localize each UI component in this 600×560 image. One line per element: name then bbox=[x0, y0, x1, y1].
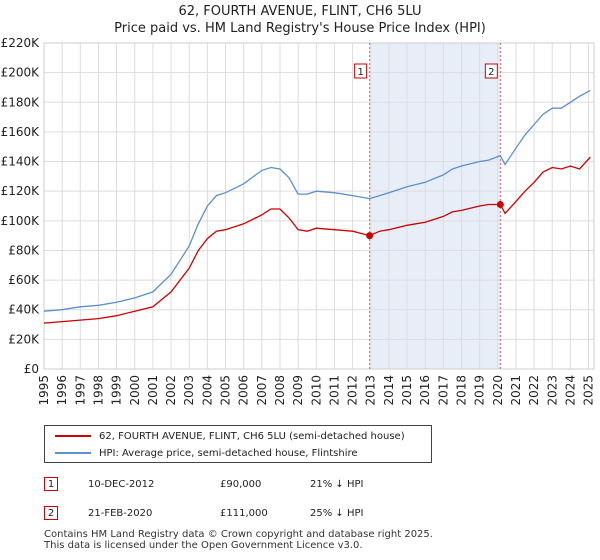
sale-point bbox=[366, 232, 374, 240]
x-tick-label: 2020 bbox=[491, 375, 505, 406]
x-tick-label: 2016 bbox=[418, 375, 432, 406]
x-tick-label: 1998 bbox=[91, 375, 105, 406]
x-tick-label: 2008 bbox=[273, 375, 287, 406]
transaction-date: 10-DEC-2012 bbox=[88, 478, 155, 490]
transaction-badge: 1 bbox=[44, 477, 58, 491]
y-tick-label: £40K bbox=[8, 303, 40, 317]
transaction-price: £90,000 bbox=[220, 478, 262, 490]
marker-label: 1 bbox=[357, 67, 363, 78]
sale-point bbox=[496, 201, 504, 209]
hpi-series-line bbox=[43, 89, 591, 312]
x-tick-label: 2012 bbox=[346, 375, 360, 406]
y-tick-label: £200K bbox=[1, 66, 41, 80]
footer-copyright: Contains HM Land Registry data © Crown c… bbox=[44, 529, 433, 540]
x-tick-label: 2001 bbox=[146, 375, 160, 406]
property-series-line bbox=[43, 156, 591, 324]
y-tick-label: £80K bbox=[8, 243, 40, 257]
x-tick-label: 2022 bbox=[527, 375, 541, 406]
x-tick-label: 2003 bbox=[182, 375, 196, 406]
y-tick-label: £140K bbox=[1, 155, 41, 169]
y-tick-label: £220K bbox=[1, 36, 41, 50]
legend-swatch-red bbox=[55, 435, 91, 437]
y-tick-label: £60K bbox=[8, 273, 40, 287]
marker-label: 2 bbox=[488, 67, 494, 78]
x-tick-label: 2010 bbox=[309, 375, 323, 406]
x-tick-label: 1997 bbox=[73, 375, 87, 406]
y-tick-label: £100K bbox=[1, 214, 41, 228]
x-tick-label: 2006 bbox=[237, 375, 251, 406]
legend-label-hpi: HPI: Average price, semi-detached house,… bbox=[99, 447, 358, 459]
x-tick-label: 2002 bbox=[164, 375, 178, 406]
x-tick-label: 2017 bbox=[436, 375, 450, 406]
legend-label-property: 62, FOURTH AVENUE, FLINT, CH6 5LU (semi-… bbox=[99, 430, 405, 442]
x-tick-label: 2011 bbox=[327, 375, 341, 406]
y-tick-label: £120K bbox=[1, 184, 41, 198]
x-tick-label: 2000 bbox=[128, 375, 142, 406]
x-tick-label: 2007 bbox=[255, 375, 269, 406]
transaction-badge: 2 bbox=[44, 506, 58, 520]
x-tick-label: 2005 bbox=[219, 375, 233, 406]
transaction-date: 21-FEB-2020 bbox=[88, 507, 153, 519]
footer-licence: This data is licensed under the Open Gov… bbox=[44, 540, 363, 551]
x-tick-label: 2025 bbox=[582, 375, 596, 406]
x-tick-label: 2009 bbox=[291, 375, 305, 406]
x-tick-label: 1995 bbox=[37, 375, 51, 406]
chart-subtitle: Price paid vs. HM Land Registry's House … bbox=[114, 21, 486, 36]
legend: 62, FOURTH AVENUE, FLINT, CH6 5LU (semi-… bbox=[44, 425, 432, 463]
y-tick-label: £180K bbox=[1, 95, 41, 109]
marker-badge bbox=[484, 63, 498, 79]
marker-badge bbox=[354, 63, 368, 79]
x-tick-label: 2015 bbox=[400, 375, 414, 406]
transaction-hpi: 21% ↓ HPI bbox=[310, 478, 364, 490]
x-tick-label: 2023 bbox=[545, 375, 559, 406]
footer: Contains HM Land Registry data © Crown c… bbox=[44, 529, 433, 551]
x-tick-label: 2021 bbox=[509, 375, 523, 406]
x-tick-label: 2019 bbox=[473, 375, 487, 406]
legend-item-hpi: HPI: Average price, semi-detached house,… bbox=[55, 445, 358, 461]
x-tick-label: 2018 bbox=[454, 375, 468, 406]
transaction-hpi: 25% ↓ HPI bbox=[310, 507, 364, 519]
chart-title: 62, FOURTH AVENUE, FLINT, CH6 5LU bbox=[179, 4, 422, 19]
y-tick-label: £20K bbox=[8, 332, 40, 346]
price-chart: 62, FOURTH AVENUE, FLINT, CH6 5LU Price … bbox=[1, 4, 596, 406]
y-tick-label: £0 bbox=[24, 362, 39, 376]
x-tick-label: 1999 bbox=[110, 375, 124, 406]
x-tick-label: 2013 bbox=[364, 375, 378, 406]
legend-swatch-blue bbox=[55, 452, 91, 454]
x-tick-label: 2024 bbox=[563, 375, 577, 406]
transaction-price: £111,000 bbox=[220, 507, 268, 519]
x-tick-label: 2014 bbox=[382, 375, 396, 406]
x-tick-label: 1996 bbox=[55, 375, 69, 406]
transaction-row: 2 21-FEB-2020 £111,000 25% ↓ HPI bbox=[44, 503, 444, 523]
plot-frame bbox=[43, 42, 595, 370]
x-tick-label: 2004 bbox=[200, 375, 214, 406]
y-tick-label: £160K bbox=[1, 125, 41, 139]
transaction-row: 1 10-DEC-2012 £90,000 21% ↓ HPI bbox=[44, 474, 444, 494]
legend-item-property: 62, FOURTH AVENUE, FLINT, CH6 5LU (semi-… bbox=[55, 428, 405, 444]
